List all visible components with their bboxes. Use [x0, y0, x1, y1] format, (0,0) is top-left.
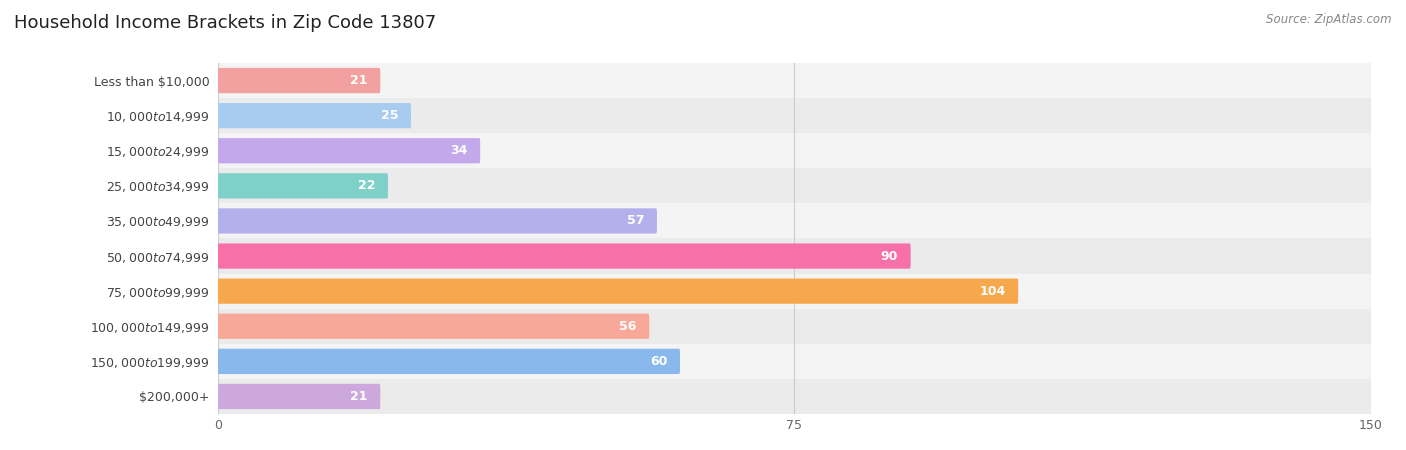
FancyBboxPatch shape [218, 243, 911, 269]
Bar [218, 63, 1371, 98]
Text: 34: 34 [450, 144, 468, 157]
FancyBboxPatch shape [218, 314, 650, 339]
Text: 57: 57 [627, 215, 644, 227]
Text: 104: 104 [980, 285, 1005, 297]
Text: 25: 25 [381, 109, 398, 122]
Text: Source: ZipAtlas.com: Source: ZipAtlas.com [1267, 14, 1392, 27]
Bar [218, 203, 1371, 238]
Text: Household Income Brackets in Zip Code 13807: Household Income Brackets in Zip Code 13… [14, 14, 436, 32]
Text: 60: 60 [650, 355, 668, 368]
Text: 22: 22 [359, 180, 375, 192]
Text: 21: 21 [350, 390, 368, 403]
FancyBboxPatch shape [218, 103, 411, 128]
Text: 90: 90 [880, 250, 898, 262]
FancyBboxPatch shape [218, 349, 681, 374]
Bar [218, 379, 1371, 414]
FancyBboxPatch shape [218, 208, 657, 234]
Bar [218, 274, 1371, 309]
FancyBboxPatch shape [218, 384, 380, 409]
Bar [218, 238, 1371, 274]
FancyBboxPatch shape [218, 138, 481, 163]
Bar [218, 133, 1371, 168]
FancyBboxPatch shape [218, 68, 380, 93]
Bar [218, 98, 1371, 133]
Bar [218, 344, 1371, 379]
Text: 21: 21 [350, 74, 368, 87]
Bar [218, 168, 1371, 203]
Bar [218, 309, 1371, 344]
FancyBboxPatch shape [218, 173, 388, 198]
Text: 56: 56 [620, 320, 637, 333]
FancyBboxPatch shape [218, 279, 1018, 304]
